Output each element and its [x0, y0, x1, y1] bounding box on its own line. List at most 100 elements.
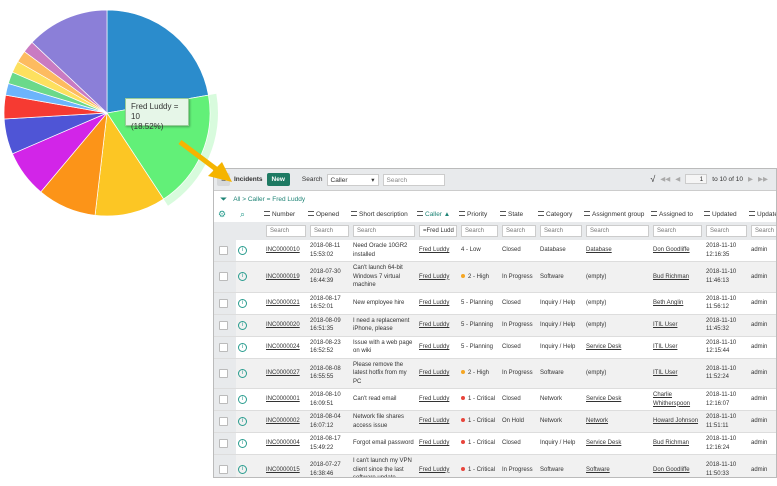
column-header[interactable]: Caller ▲: [417, 207, 459, 222]
page-input[interactable]: 1: [685, 174, 708, 184]
cell-assigned-to[interactable]: Charlie Whitherspoon: [653, 392, 691, 407]
row-checkbox[interactable]: [219, 439, 228, 448]
table-row[interactable]: i INC0000001 2018-08-10 16:09:51 Can't read…: [214, 388, 776, 411]
cell-number[interactable]: INC0000027: [266, 370, 300, 376]
column-filter-input[interactable]: Search: [353, 225, 415, 237]
row-checkbox[interactable]: [219, 298, 228, 308]
cell-number[interactable]: INC0000015: [266, 466, 300, 473]
next-page-icon[interactable]: ▶: [748, 176, 753, 183]
column-filter-input[interactable]: Search: [266, 225, 306, 237]
cell-number[interactable]: INC0000021: [266, 299, 300, 306]
row-checkbox[interactable]: [219, 368, 228, 378]
cell-number[interactable]: INC0000010: [266, 247, 300, 254]
activity-stream-icon[interactable]: √: [650, 174, 656, 184]
search-field-select[interactable]: Caller: [326, 173, 379, 186]
new-button[interactable]: New: [266, 173, 290, 186]
pie-slice[interactable]: [31, 9, 108, 114]
table-row[interactable]: i INC0000024 2018-08-23 16:52:52 Issue with…: [214, 336, 776, 359]
cell-assignment-group[interactable]: Service Desk: [586, 396, 622, 403]
last-page-icon[interactable]: ▶▶: [758, 176, 768, 183]
column-menu-icon[interactable]: [500, 211, 506, 216]
info-icon[interactable]: i: [238, 342, 247, 352]
table-row[interactable]: i INC0000021 2018-08-17 16:52:01 New employ…: [214, 292, 776, 315]
pie-slice[interactable]: [94, 112, 165, 217]
cell-assigned-to[interactable]: ITIL User: [653, 370, 678, 376]
column-menu-icon[interactable]: [749, 211, 755, 216]
column-filter-input[interactable]: Search: [540, 225, 582, 237]
cell-assignment-group[interactable]: Service Desk: [586, 343, 622, 350]
cell-number[interactable]: INC0000004: [266, 440, 300, 447]
table-row[interactable]: i INC0000027 2018-08-08 16:55:55 Please rem…: [214, 358, 776, 389]
cell-caller[interactable]: Fred Luddy: [419, 343, 450, 350]
prev-page-icon[interactable]: ◀: [675, 176, 681, 183]
column-menu-icon[interactable]: [459, 211, 465, 216]
table-row[interactable]: i INC0000004 2018-08-17 15:49:22 Forgot ema…: [214, 432, 776, 455]
pie-slice[interactable]: [106, 9, 209, 114]
column-filter-input[interactable]: Search: [502, 225, 536, 237]
row-checkbox[interactable]: [219, 465, 228, 475]
column-menu-icon[interactable]: [584, 211, 590, 216]
info-icon[interactable]: i: [238, 439, 247, 448]
row-checkbox[interactable]: [219, 342, 228, 352]
search-input[interactable]: Search: [382, 173, 445, 186]
column-header[interactable]: Updated by: [749, 207, 776, 222]
cell-caller[interactable]: Fred Luddy: [419, 396, 450, 403]
breadcrumb-text[interactable]: All > Caller = Fred Luddy: [233, 195, 306, 203]
cell-assigned-to[interactable]: Don Goodliffe: [653, 247, 690, 254]
column-header[interactable]: Number: [264, 207, 308, 222]
info-icon[interactable]: i: [238, 298, 247, 308]
cell-assigned-to[interactable]: ITIL User: [653, 321, 678, 328]
search-columns-icon[interactable]: ⌕: [240, 209, 246, 219]
cell-number[interactable]: INC0000020: [266, 321, 300, 328]
column-filter-input[interactable]: Search: [586, 225, 649, 237]
column-menu-icon[interactable]: [704, 211, 710, 216]
cell-assigned-to[interactable]: Bud Richman: [653, 273, 690, 280]
cell-caller[interactable]: Fred Luddy: [419, 466, 450, 473]
cell-caller[interactable]: Fred Luddy: [419, 321, 450, 328]
column-menu-icon[interactable]: [308, 211, 314, 216]
column-header[interactable]: Priority: [459, 207, 500, 222]
row-checkbox[interactable]: [219, 272, 228, 282]
cell-number[interactable]: INC0000024: [266, 343, 300, 350]
cell-assignment-group[interactable]: Software: [586, 466, 610, 473]
cell-caller[interactable]: Fred Luddy: [419, 418, 450, 425]
column-header[interactable]: Category: [538, 207, 584, 222]
info-icon[interactable]: i: [238, 395, 247, 404]
column-header[interactable]: Assignment group: [584, 207, 651, 222]
info-icon[interactable]: i: [238, 272, 247, 282]
column-filter-input[interactable]: Search: [653, 225, 702, 237]
column-menu-icon[interactable]: [264, 211, 270, 216]
cell-assigned-to[interactable]: Beth Anglin: [653, 299, 684, 306]
row-checkbox[interactable]: [219, 395, 228, 404]
column-menu-icon[interactable]: [351, 211, 357, 216]
settings-gear-icon[interactable]: ⚙: [218, 209, 227, 219]
column-menu-icon[interactable]: [538, 211, 544, 216]
cell-caller[interactable]: Fred Luddy: [419, 370, 450, 376]
table-row[interactable]: i INC0000019 2018-07-30 16:44:39 Can't laun…: [214, 261, 776, 293]
cell-assignment-group[interactable]: Network: [586, 418, 609, 425]
info-icon[interactable]: i: [238, 368, 247, 378]
column-header[interactable]: Short description: [351, 207, 417, 222]
table-row[interactable]: i INC0000020 2018-08-09 16:51:35 I need a r…: [214, 314, 776, 337]
column-filter-input[interactable]: Search: [310, 225, 349, 237]
cell-assignment-group[interactable]: Service Desk: [586, 440, 622, 447]
row-checkbox[interactable]: [219, 246, 228, 255]
cell-caller[interactable]: Fred Luddy: [419, 273, 450, 280]
cell-assigned-to[interactable]: Don Goodliffe: [653, 466, 690, 473]
cell-assigned-to[interactable]: ITIL User: [653, 343, 678, 350]
table-row[interactable]: i INC0000002 2018-08-04 16:07:12 Network fi…: [214, 410, 776, 433]
first-page-icon[interactable]: ◀◀: [660, 176, 671, 183]
column-menu-icon[interactable]: [417, 211, 423, 216]
cell-number[interactable]: INC0000002: [266, 418, 300, 425]
filter-icon[interactable]: ⏷: [220, 193, 228, 204]
column-header[interactable]: Updated: [704, 207, 749, 222]
cell-assigned-to[interactable]: Howard Johnson: [653, 418, 699, 425]
column-header[interactable]: State: [500, 207, 538, 222]
column-filter-input[interactable]: Search: [461, 225, 498, 237]
column-filter-input[interactable]: =Fred Ludd: [419, 225, 457, 237]
cell-caller[interactable]: Fred Luddy: [419, 247, 450, 254]
info-icon[interactable]: i: [238, 320, 247, 330]
column-menu-icon[interactable]: [651, 211, 657, 216]
table-row[interactable]: i INC0000010 2018-08-11 15:53:02 Need Oracl…: [214, 240, 776, 262]
info-icon[interactable]: i: [238, 465, 247, 475]
